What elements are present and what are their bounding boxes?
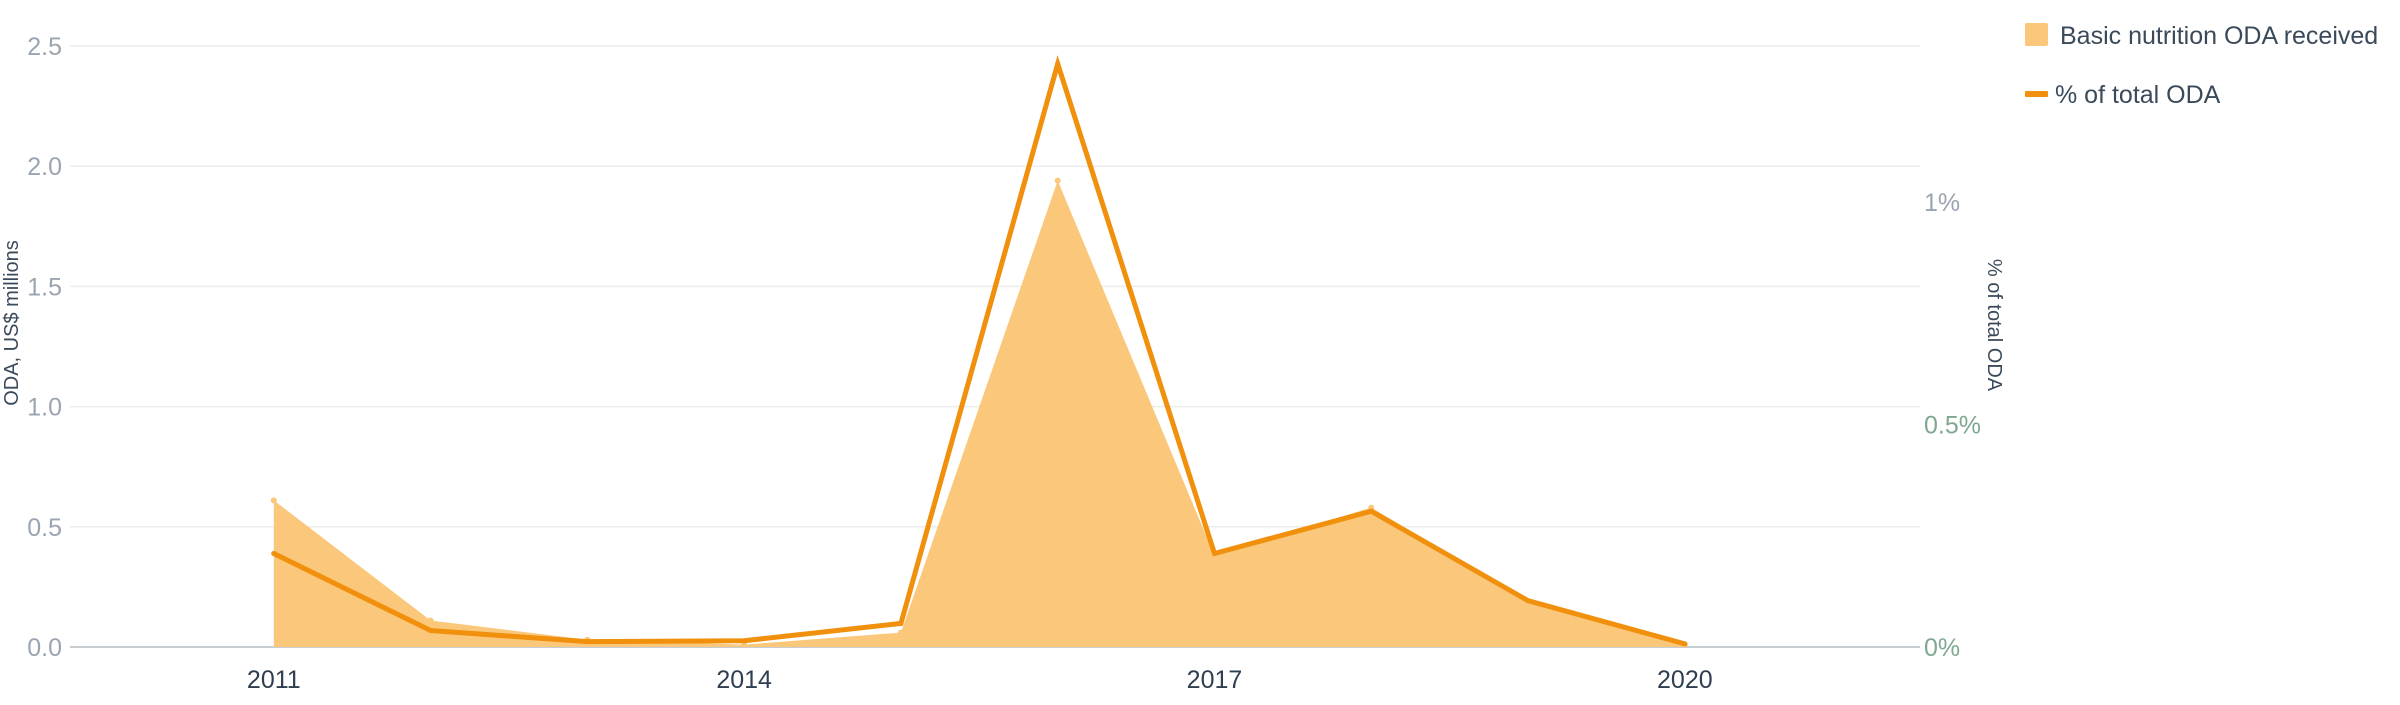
line-point[interactable]: [271, 551, 277, 557]
legend-item-line[interactable]: % of total ODA: [2025, 81, 2221, 109]
line-point[interactable]: [584, 639, 590, 645]
axes: ODA, US$ millions % of total ODA 0.0 0.5 1…: [1, 33, 2005, 694]
left-axis-tick-label: 0.5: [27, 514, 62, 542]
line-point[interactable]: [898, 620, 904, 626]
right-axis-title: % of total ODA: [1983, 259, 2005, 392]
area-point[interactable]: [270, 497, 277, 504]
legend-swatch-line: [2025, 91, 2048, 97]
right-axis-tick-label: 1%: [1924, 189, 1960, 217]
line-point[interactable]: [1368, 508, 1374, 514]
line-series-layer: [271, 55, 1688, 647]
left-axis-title: ODA, US$ millions: [1, 240, 23, 406]
legend-label-area: Basic nutrition ODA received: [2060, 22, 2378, 50]
legend-item-area[interactable]: Basic nutrition ODA received: [2025, 22, 2378, 50]
line-series-percent-total: [271, 55, 1688, 647]
area-point[interactable]: [1054, 177, 1061, 184]
x-axis-tick-label: 2014: [716, 666, 772, 694]
left-axis-tick-label: 2.0: [27, 153, 62, 181]
left-axis-tick-label: 1.5: [27, 273, 62, 301]
legend-swatch-area: [2025, 23, 2048, 46]
right-axis-tick-label: 0.5%: [1924, 411, 1981, 439]
legend[interactable]: Basic nutrition ODA received % of total …: [2025, 22, 2378, 109]
line-point[interactable]: [1211, 551, 1217, 557]
left-axis-tick-label: 0.0: [27, 634, 62, 662]
x-axis-tick-label: 2017: [1187, 666, 1243, 694]
x-axis-tick-label: 2011: [247, 666, 301, 694]
line-point[interactable]: [428, 628, 434, 634]
left-axis-tick-label: 1.0: [27, 394, 62, 422]
left-axis-tick-label: 2.5: [27, 33, 62, 61]
line-point[interactable]: [1055, 61, 1061, 67]
legend-label-line: % of total ODA: [2055, 81, 2221, 109]
right-axis-tick-label: 0%: [1924, 634, 1960, 662]
area-point[interactable]: [897, 629, 904, 636]
area-series-basic-nutrition: [273, 180, 1685, 647]
area-point[interactable]: [427, 617, 434, 624]
area-series-layer: [270, 177, 1688, 648]
x-axis-tick-label: 2020: [1657, 666, 1713, 694]
line-point[interactable]: [741, 638, 747, 644]
line-point[interactable]: [1682, 641, 1688, 647]
line-point[interactable]: [1525, 598, 1531, 604]
